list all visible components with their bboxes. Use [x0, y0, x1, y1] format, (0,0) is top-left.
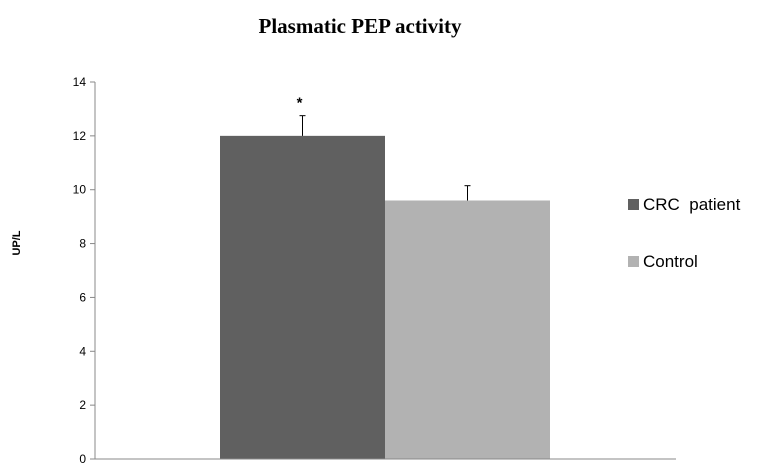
- y-tick-label: 12: [73, 129, 87, 143]
- y-axis-ticks: 0 2 4 6 8 10 12 14: [73, 75, 95, 464]
- y-tick-label: 10: [73, 183, 87, 197]
- legend-swatch-1: [628, 256, 639, 267]
- y-tick-label: 2: [79, 398, 86, 412]
- legend-label-1: Control: [643, 252, 698, 271]
- legend: CRC patient Control: [628, 195, 741, 271]
- bar-1: [385, 200, 550, 459]
- bar-0: [220, 135, 385, 459]
- legend-swatch-0: [628, 199, 639, 210]
- y-tick-label: 0: [79, 452, 86, 464]
- legend-label-0: CRC patient: [643, 195, 741, 214]
- y-tick-label: 8: [79, 237, 86, 251]
- y-tick-label: 4: [79, 344, 86, 358]
- bars: *: [220, 95, 550, 459]
- y-axis-label: UP/L: [11, 230, 23, 255]
- y-tick-label: 14: [73, 75, 87, 89]
- chart-title: Plasmatic PEP activity: [259, 14, 462, 38]
- y-tick-label: 6: [79, 290, 86, 304]
- significance-annotation: *: [297, 95, 303, 112]
